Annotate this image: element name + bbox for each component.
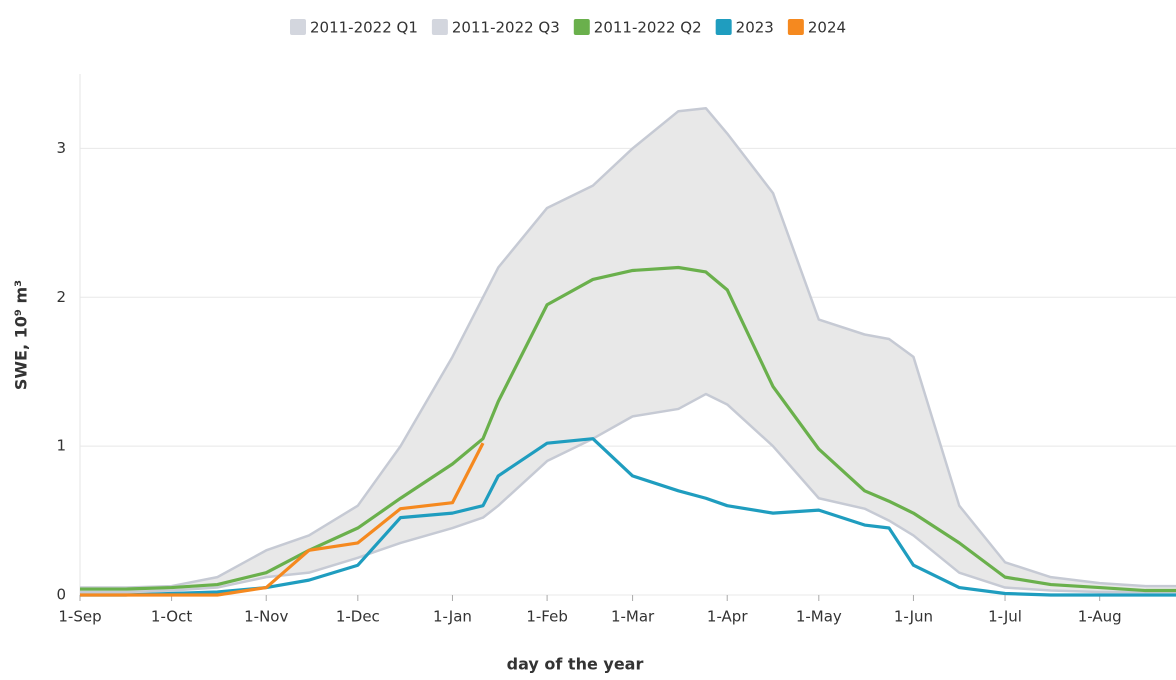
legend-swatch xyxy=(431,19,448,35)
x-tick-label: 1-Sep xyxy=(58,608,101,626)
legend-label: 2011-2022 Q1 xyxy=(310,19,418,37)
y-axis-label: SWE, 10⁹ m³ xyxy=(12,280,31,390)
legend-swatch xyxy=(715,19,732,35)
x-tick-label: 1-Jul xyxy=(988,608,1022,626)
x-tick-label: 1-Feb xyxy=(526,608,568,626)
y-tick-label: 1 xyxy=(56,437,66,455)
y-tick-label: 0 xyxy=(56,586,66,604)
x-tick-label: 1-Mar xyxy=(611,608,655,626)
y-tick-label: 3 xyxy=(56,139,66,157)
legend-swatch xyxy=(787,19,804,35)
legend-swatch xyxy=(290,19,306,35)
x-tick-label: 1-May xyxy=(796,608,842,626)
legend-label: 2011-2022 Q3 xyxy=(452,19,560,37)
line xyxy=(80,106,1176,589)
line xyxy=(80,437,1176,597)
x-tick-label: 1-Nov xyxy=(244,608,288,626)
y-tick-label: 2 xyxy=(56,288,66,306)
line xyxy=(80,392,1176,594)
legend-label: 2024 xyxy=(808,19,846,37)
x-tick-label: 1-Oct xyxy=(151,608,192,626)
x-axis-label: day of the year xyxy=(507,655,644,674)
legend-label: 2011-2022 Q2 xyxy=(594,19,702,37)
band xyxy=(80,108,1176,593)
x-tick-label: 1-Jun xyxy=(894,608,933,626)
legend-swatch xyxy=(573,19,590,35)
x-tick-label: 1-Apr xyxy=(707,608,748,626)
x-tick-label: 1-Dec xyxy=(336,608,380,626)
line xyxy=(80,265,1176,593)
line xyxy=(80,442,485,597)
x-tick-label: 1-Jan xyxy=(433,608,472,626)
legend-label: 2023 xyxy=(736,19,774,37)
x-tick-label: 1-Aug xyxy=(1078,608,1122,626)
